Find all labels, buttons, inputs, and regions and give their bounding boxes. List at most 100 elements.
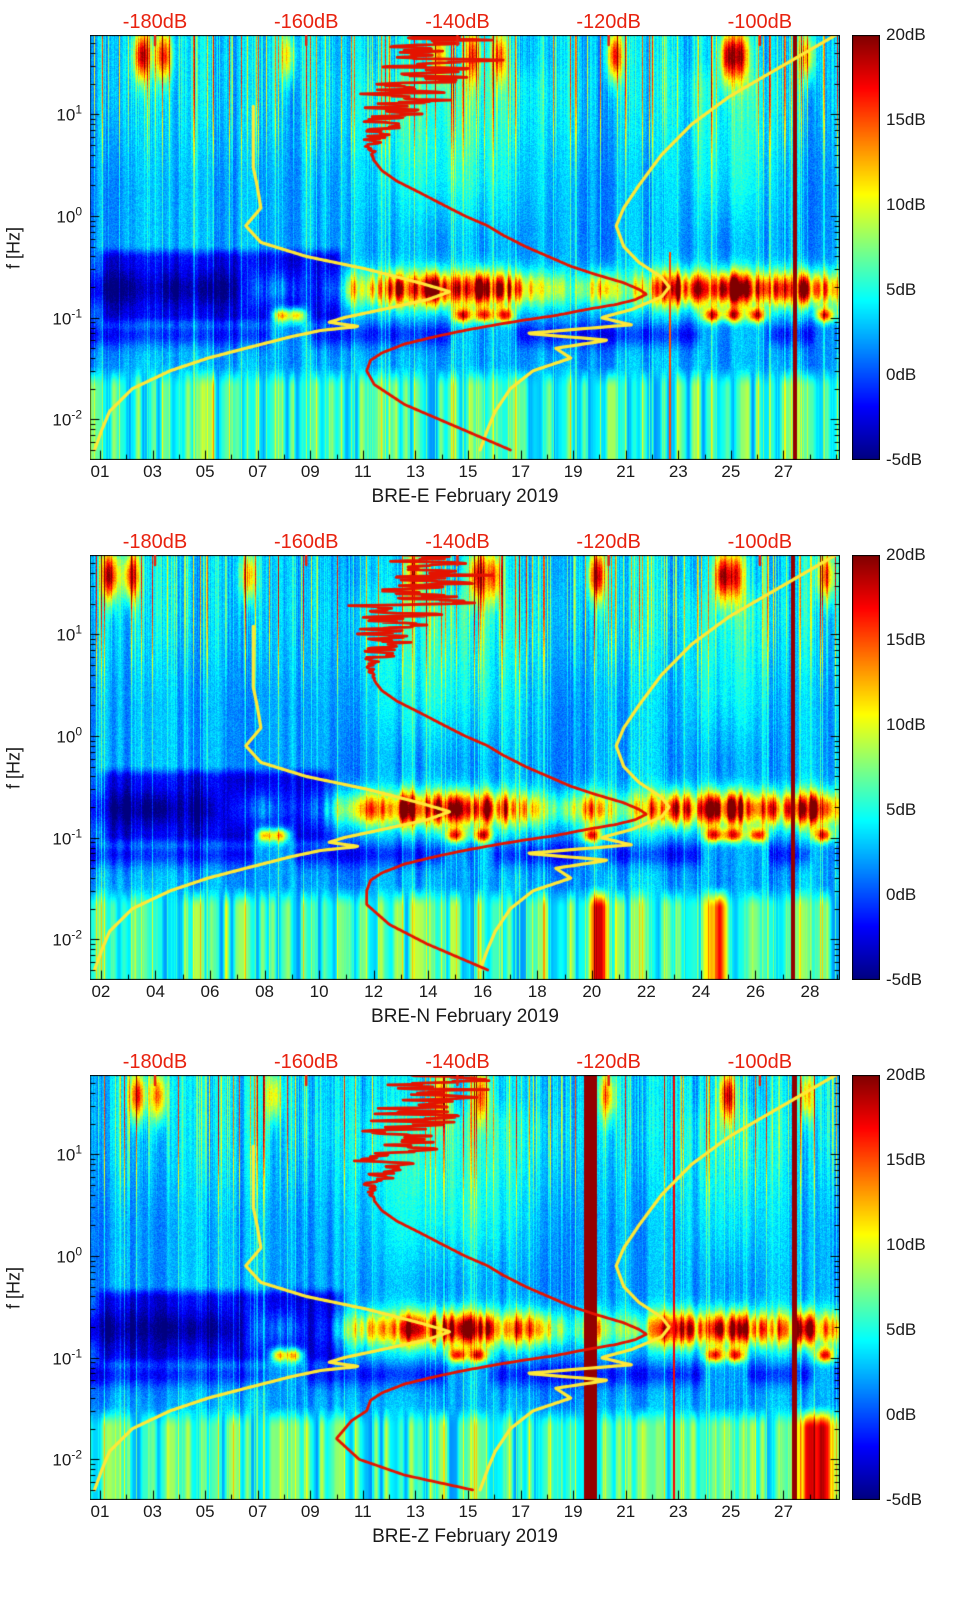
x-tick-label: 04 <box>145 982 165 1001</box>
spectrogram-plot <box>90 1075 840 1500</box>
x-tick-label: 07 <box>248 1502 268 1521</box>
top-db-tick-label: -180dB <box>122 1051 188 1073</box>
colorbar <box>852 35 880 460</box>
x-tick-label: 23 <box>668 1502 688 1521</box>
panel-bre-n: -180dB -160dB -140dB -120dB -100dB f [Hz] 10… <box>0 523 962 1034</box>
panel-title: BRE-N February 2019 <box>371 1006 559 1027</box>
x-tick-label: 26 <box>745 982 765 1001</box>
colorbar-tick-label: 5dB <box>886 280 917 299</box>
colorbar-tick-label: 15dB <box>886 630 926 649</box>
top-db-tick-label: -120dB <box>576 11 641 33</box>
spectrogram-plot <box>90 35 840 460</box>
x-tick-label: 01 <box>90 462 110 481</box>
x-tick-label: 21 <box>616 1502 636 1521</box>
colorbar-tick-label: 20dB <box>886 1065 926 1084</box>
spectrogram-canvas <box>90 555 840 980</box>
top-db-tick-label: -100dB <box>727 531 793 553</box>
x-tick-label: 11 <box>354 1502 372 1521</box>
y-tick-label: 10-1 <box>52 306 82 328</box>
colorbar-tick-labels: 20dB 15dB 10dB 5dB 0dB -5dB <box>880 1065 950 1509</box>
y-axis-label-col: f [Hz] <box>0 1075 28 1500</box>
x-tick-label: 06 <box>200 982 220 1001</box>
colorbar-tick-label: 10dB <box>886 715 926 734</box>
colorbar-tick-label: 10dB <box>886 195 926 214</box>
top-db-tick-label: -160dB <box>273 11 339 33</box>
x-tick-label: 12 <box>364 982 384 1001</box>
y-tick-label: 10-2 <box>52 408 82 430</box>
x-tick-label: 07 <box>248 462 268 481</box>
y-tick-label: 100 <box>56 724 82 747</box>
x-tick-label: 15 <box>458 1502 478 1521</box>
colorbar-canvas <box>852 35 880 460</box>
y-tick-label: 10-1 <box>52 1346 82 1368</box>
y-tick-label: 100 <box>56 204 82 227</box>
x-tick-label: 08 <box>255 982 274 1001</box>
x-tick-label: 25 <box>721 1502 741 1521</box>
colorbar-tick-label: -5dB <box>886 970 922 989</box>
colorbar-tick-label: 0dB <box>886 885 917 904</box>
x-tick-label: 15 <box>458 462 478 481</box>
x-tick-label: 20 <box>582 982 602 1001</box>
colorbar-tick-label: -5dB <box>886 1490 922 1509</box>
x-tick-label: 28 <box>800 982 820 1001</box>
top-db-tick-label: -140dB <box>425 531 490 553</box>
top-db-tick-label: -100dB <box>727 1051 793 1073</box>
x-tick-label: 16 <box>473 982 493 1001</box>
spectrogram-canvas <box>90 1075 840 1500</box>
colorbar-tick-label: 5dB <box>886 800 917 819</box>
panel-bre-z: -180dB -160dB -140dB -120dB -100dB f [Hz] 10… <box>0 1043 962 1554</box>
x-tick-label: 10 <box>309 982 329 1001</box>
x-tick-labels: 01 03 05 07 09 11 13 15 17 19 21 23 25 27 <box>90 1500 840 1526</box>
colorbar-canvas <box>852 1075 880 1500</box>
top-db-tick-label: -140dB <box>425 1051 490 1073</box>
y-tick-label: 101 <box>56 622 82 645</box>
colorbar-tick-label: 15dB <box>886 1150 926 1169</box>
top-db-axis: -180dB -160dB -140dB -120dB -100dB <box>90 523 840 555</box>
x-tick-label: 19 <box>563 1502 583 1521</box>
colorbar-tick-label: 5dB <box>886 1320 917 1339</box>
x-tick-label: 27 <box>774 1502 793 1521</box>
x-tick-label: 09 <box>300 1502 320 1521</box>
y-axis-label: f [Hz] <box>3 746 24 789</box>
colorbar-tick-label: 15dB <box>886 110 926 129</box>
panel-bre-e: -180dB -160dB -140dB -120dB -100dB f [Hz] 10… <box>0 3 962 514</box>
colorbar <box>852 1075 880 1500</box>
y-tick-label: 101 <box>56 1142 82 1165</box>
spectrogram-canvas <box>90 35 840 460</box>
spectrogram-plot <box>90 555 840 980</box>
x-tick-label: 02 <box>91 982 111 1001</box>
colorbar-tick-label: 20dB <box>886 25 926 44</box>
colorbar-tick-label: 0dB <box>886 365 917 384</box>
x-tick-labels: 02 04 06 08 10 12 14 16 18 20 22 24 26 28 <box>90 980 840 1006</box>
y-axis-label: f [Hz] <box>3 1266 24 1309</box>
y-tick-labels: 101 100 10-1 10-2 <box>28 35 90 460</box>
panel-title: BRE-Z February 2019 <box>372 1526 558 1547</box>
x-tick-label: 25 <box>721 462 741 481</box>
x-tick-label: 03 <box>143 1502 163 1521</box>
x-tick-label: 27 <box>774 462 793 481</box>
colorbar-canvas <box>852 555 880 980</box>
panel-title: BRE-E February 2019 <box>371 486 559 507</box>
top-db-tick-label: -140dB <box>425 11 490 33</box>
x-tick-label: 22 <box>636 982 656 1001</box>
y-tick-label: 101 <box>56 102 82 125</box>
colorbar-tick-labels: 20dB 15dB 10dB 5dB 0dB -5dB <box>880 545 950 989</box>
x-tick-label: 13 <box>405 1502 425 1521</box>
x-tick-label: 09 <box>300 462 320 481</box>
colorbar-tick-label: -5dB <box>886 450 922 469</box>
top-db-tick-label: -120dB <box>576 531 641 553</box>
x-tick-label: 19 <box>563 462 583 481</box>
x-tick-label: 17 <box>511 462 531 481</box>
x-tick-label: 03 <box>143 462 163 481</box>
colorbar-tick-label: 10dB <box>886 1235 926 1254</box>
x-tick-label: 14 <box>418 982 438 1001</box>
top-db-axis: -180dB -160dB -140dB -120dB -100dB <box>90 3 840 35</box>
x-tick-label: 17 <box>511 1502 531 1521</box>
top-db-tick-label: -180dB <box>122 11 188 33</box>
top-db-tick-label: -180dB <box>122 531 188 553</box>
top-db-tick-label: -160dB <box>273 531 339 553</box>
y-tick-labels: 101 100 10-1 10-2 <box>28 1075 90 1500</box>
top-db-tick-label: -120dB <box>576 1051 641 1073</box>
x-tick-label: 05 <box>195 1502 215 1521</box>
x-tick-label: 05 <box>195 462 215 481</box>
